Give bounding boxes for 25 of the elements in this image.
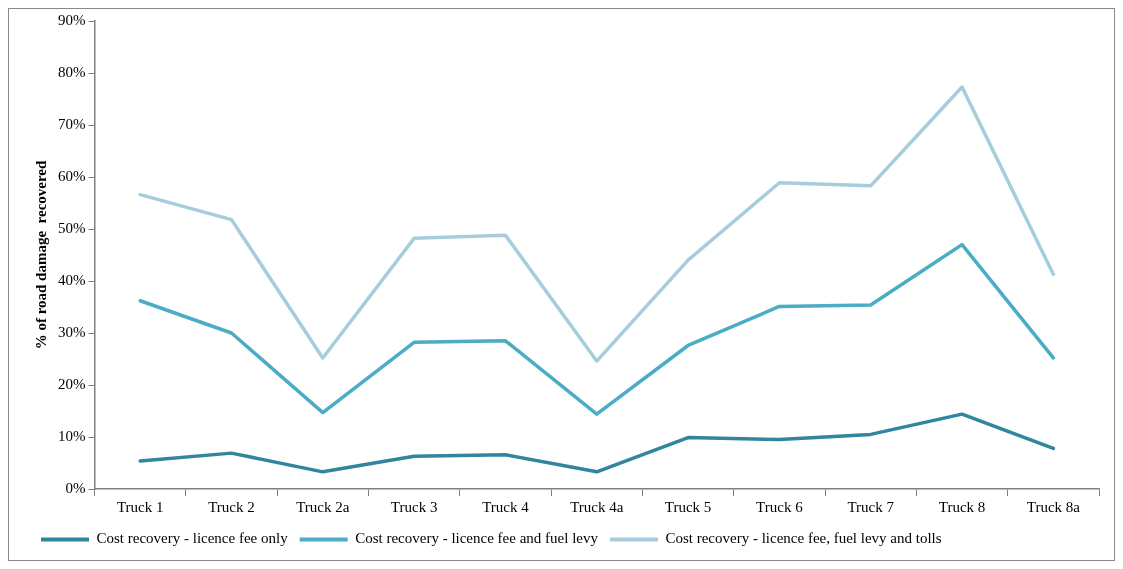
y-tick-label: 90% [58,11,86,28]
y-tick-label: 50% [58,219,86,236]
y-tick-label: 20% [58,375,86,392]
y-axis-title: % of road damage recovered [32,159,49,350]
x-tick-label: Truck 2a [296,498,350,515]
x-tick-label: Truck 6 [756,498,804,515]
y-tick-label: 30% [58,323,86,340]
x-tick-label: Truck 5 [664,498,712,515]
x-tick-label: Truck 3 [390,498,438,515]
x-tick-label: Truck 4a [570,498,624,515]
legend-label: Cost recovery - licence fee only [96,530,289,547]
x-tick-label: Truck 7 [847,498,895,515]
x-tick-label: Truck 1 [116,498,164,515]
x-tick-label: Truck 8a [1026,498,1081,515]
x-tick-label: Truck 8 [938,498,986,515]
y-tick-label: 70% [58,115,86,132]
legend-label: Cost recovery - licence fee, fuel levy and tolls [665,530,942,547]
x-tick-label: Truck 4 [482,498,530,515]
legend-label: Cost recovery - licence fee and fuel levy [355,530,599,547]
y-tick-label: 10% [58,427,86,444]
x-tick-label: Truck 2 [208,498,255,515]
y-tick-label: 80% [58,63,86,80]
y-tick-label: 40% [58,271,86,288]
y-tick-label: 60% [58,167,86,184]
y-tick-label: 0% [65,479,86,496]
